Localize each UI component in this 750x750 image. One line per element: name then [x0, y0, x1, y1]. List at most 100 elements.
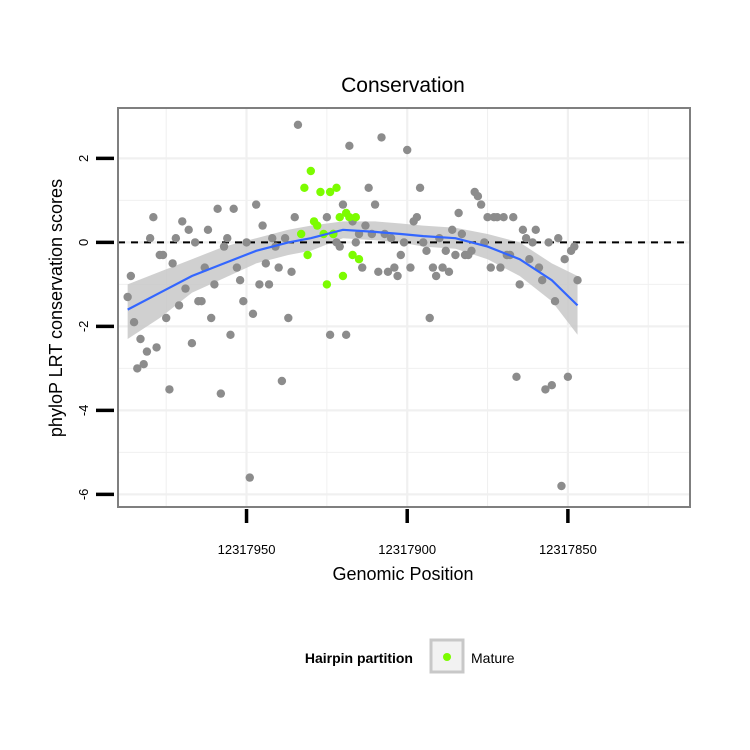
point-other [438, 263, 447, 272]
point-other [509, 213, 518, 222]
point-other [563, 372, 573, 381]
point-other [393, 271, 402, 281]
x-axis-label: Genomic Position [332, 564, 473, 584]
plot-panel [117, 107, 691, 508]
point-other [181, 284, 190, 293]
point-other [123, 292, 132, 302]
point-mature [303, 250, 312, 260]
point-other [226, 330, 235, 339]
point-other [512, 372, 521, 381]
point-mature [296, 229, 306, 239]
point-other [187, 339, 197, 348]
point-other [521, 234, 531, 243]
point-other [467, 246, 476, 255]
point-other [541, 385, 550, 394]
point-other [486, 263, 495, 272]
point-mature [351, 213, 360, 222]
point-mature [316, 187, 325, 197]
point-other [345, 141, 354, 150]
smooth-line [127, 228, 579, 311]
point-other [290, 213, 299, 222]
point-other [370, 200, 380, 209]
point-other [386, 234, 396, 243]
y-tick-label: -4 [76, 405, 91, 417]
point-other [223, 234, 232, 243]
point-other [390, 263, 399, 272]
point-other [213, 204, 222, 213]
point-other [473, 192, 483, 201]
point-mature [345, 213, 354, 222]
point-other [399, 238, 409, 247]
point-other [415, 183, 425, 192]
y-tick-label: 0 [76, 239, 91, 246]
x-tick-label: 12317900 [378, 542, 436, 557]
point-other [322, 213, 332, 222]
point-other [554, 234, 563, 243]
point-mature [332, 183, 341, 192]
point-other [422, 246, 431, 255]
point-other [525, 255, 534, 264]
point-other [197, 297, 206, 306]
point-other [412, 213, 422, 222]
point-other [219, 242, 229, 251]
point-other [351, 238, 360, 247]
point-other [251, 200, 261, 209]
point-other [361, 221, 370, 230]
point-other [210, 280, 219, 289]
legend-swatch-mature [443, 653, 451, 661]
grid-lines [118, 108, 690, 507]
point-other [476, 200, 486, 209]
point-other [133, 364, 142, 373]
point-other [268, 234, 277, 243]
point-other [149, 213, 158, 222]
point-other [499, 213, 508, 222]
point-mature [354, 255, 364, 264]
point-mature [335, 213, 344, 222]
point-mature [300, 183, 309, 192]
point-other [570, 242, 579, 251]
y-tick-label: -6 [76, 489, 91, 501]
point-other [428, 263, 438, 272]
point-other [190, 238, 200, 247]
point-other [136, 334, 145, 344]
point-other [178, 217, 187, 226]
point-other [139, 360, 148, 369]
point-other [544, 238, 553, 247]
point-other [448, 225, 457, 234]
point-other [528, 238, 537, 247]
point-other [287, 267, 296, 276]
point-other [550, 297, 560, 306]
point-other [364, 183, 373, 192]
chart-title: Conservation [341, 74, 465, 97]
point-other [444, 267, 454, 276]
point-other [515, 280, 524, 289]
point-other [162, 313, 171, 323]
point-other [242, 238, 251, 247]
point-other [425, 313, 434, 323]
point-other [206, 313, 216, 323]
y-tick-label: -2 [76, 321, 91, 333]
point-other [377, 133, 386, 142]
point-other [454, 208, 463, 218]
point-other [152, 343, 161, 352]
y-axis-label: phyloP LRT conservation scores [46, 179, 66, 437]
data-points [123, 120, 582, 491]
point-other [374, 267, 383, 276]
point-other [441, 246, 450, 255]
point-other [403, 145, 412, 155]
x-tick-label: 12317950 [218, 542, 276, 557]
point-other [168, 259, 177, 268]
point-other [145, 234, 155, 243]
point-other [235, 276, 245, 285]
y-tick-label: 2 [76, 155, 91, 162]
point-other [274, 263, 283, 272]
x-tick-label: 12317850 [539, 542, 597, 557]
point-other [129, 318, 139, 327]
confidence-band-area [127, 221, 578, 339]
point-other [248, 309, 258, 318]
point-other [325, 330, 335, 339]
point-other [406, 263, 415, 272]
point-mature [306, 166, 316, 176]
point-other [239, 297, 248, 306]
